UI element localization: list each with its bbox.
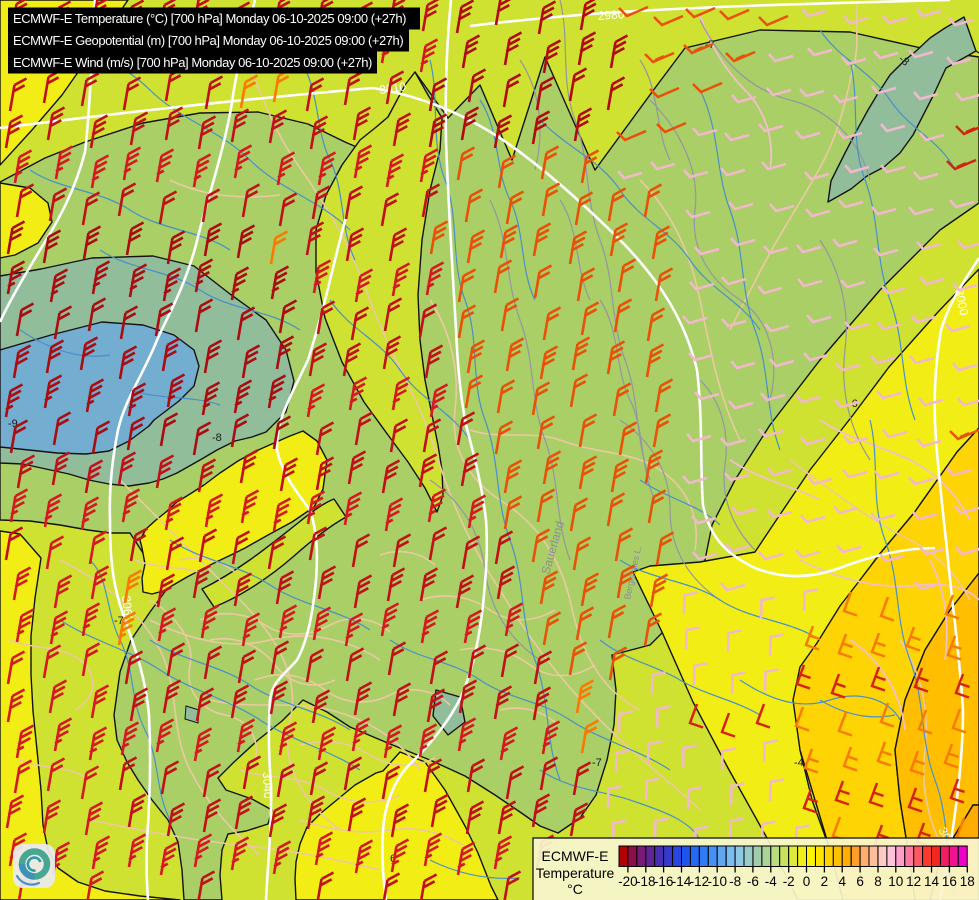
- svg-text:-10: -10: [707, 874, 727, 889]
- svg-text:°C: °C: [567, 881, 583, 897]
- svg-text:-7: -7: [114, 615, 124, 627]
- svg-text:-12: -12: [690, 874, 710, 889]
- svg-text:-7: -7: [592, 757, 602, 769]
- svg-text:-9: -9: [8, 418, 18, 430]
- svg-text:-4: -4: [794, 757, 804, 769]
- svg-text:-16: -16: [654, 874, 674, 889]
- svg-text:4: 4: [838, 874, 846, 889]
- svg-text:ECMWF-E Wind (m/s) [700 hPa] M: ECMWF-E Wind (m/s) [700 hPa] Monday 06-1…: [13, 55, 372, 70]
- svg-text:2980: 2980: [597, 7, 625, 23]
- svg-text:6: 6: [856, 874, 864, 889]
- svg-text:-6: -6: [747, 874, 759, 889]
- svg-text:-4: -4: [765, 874, 777, 889]
- svg-text:14: 14: [924, 874, 940, 889]
- svg-text:ECMWF-E Geopotential (m) [700: ECMWF-E Geopotential (m) [700 hPa] Monda…: [13, 33, 403, 48]
- svg-text:8: 8: [874, 874, 882, 889]
- svg-text:ECMWF-E Temperature (°C) [700: ECMWF-E Temperature (°C) [700 hPa] Monda…: [13, 11, 406, 26]
- svg-text:-8: -8: [212, 432, 222, 444]
- svg-text:0: 0: [803, 874, 811, 889]
- svg-text:3040: 3040: [260, 772, 275, 799]
- svg-text:16: 16: [942, 874, 957, 889]
- svg-text:10: 10: [888, 874, 903, 889]
- svg-text:2: 2: [821, 874, 829, 889]
- svg-text:18: 18: [960, 874, 975, 889]
- svg-text:Temperature: Temperature: [536, 865, 615, 881]
- svg-text:3010: 3010: [378, 79, 407, 97]
- svg-text:-18: -18: [636, 874, 656, 889]
- svg-text:-14: -14: [672, 874, 692, 889]
- svg-text:-20: -20: [618, 874, 638, 889]
- svg-text:3000: 3000: [952, 288, 971, 317]
- svg-text:-2: -2: [783, 874, 795, 889]
- svg-text:ECMWF-E: ECMWF-E: [542, 848, 609, 864]
- svg-text:-8: -8: [729, 874, 741, 889]
- svg-text:12: 12: [906, 874, 921, 889]
